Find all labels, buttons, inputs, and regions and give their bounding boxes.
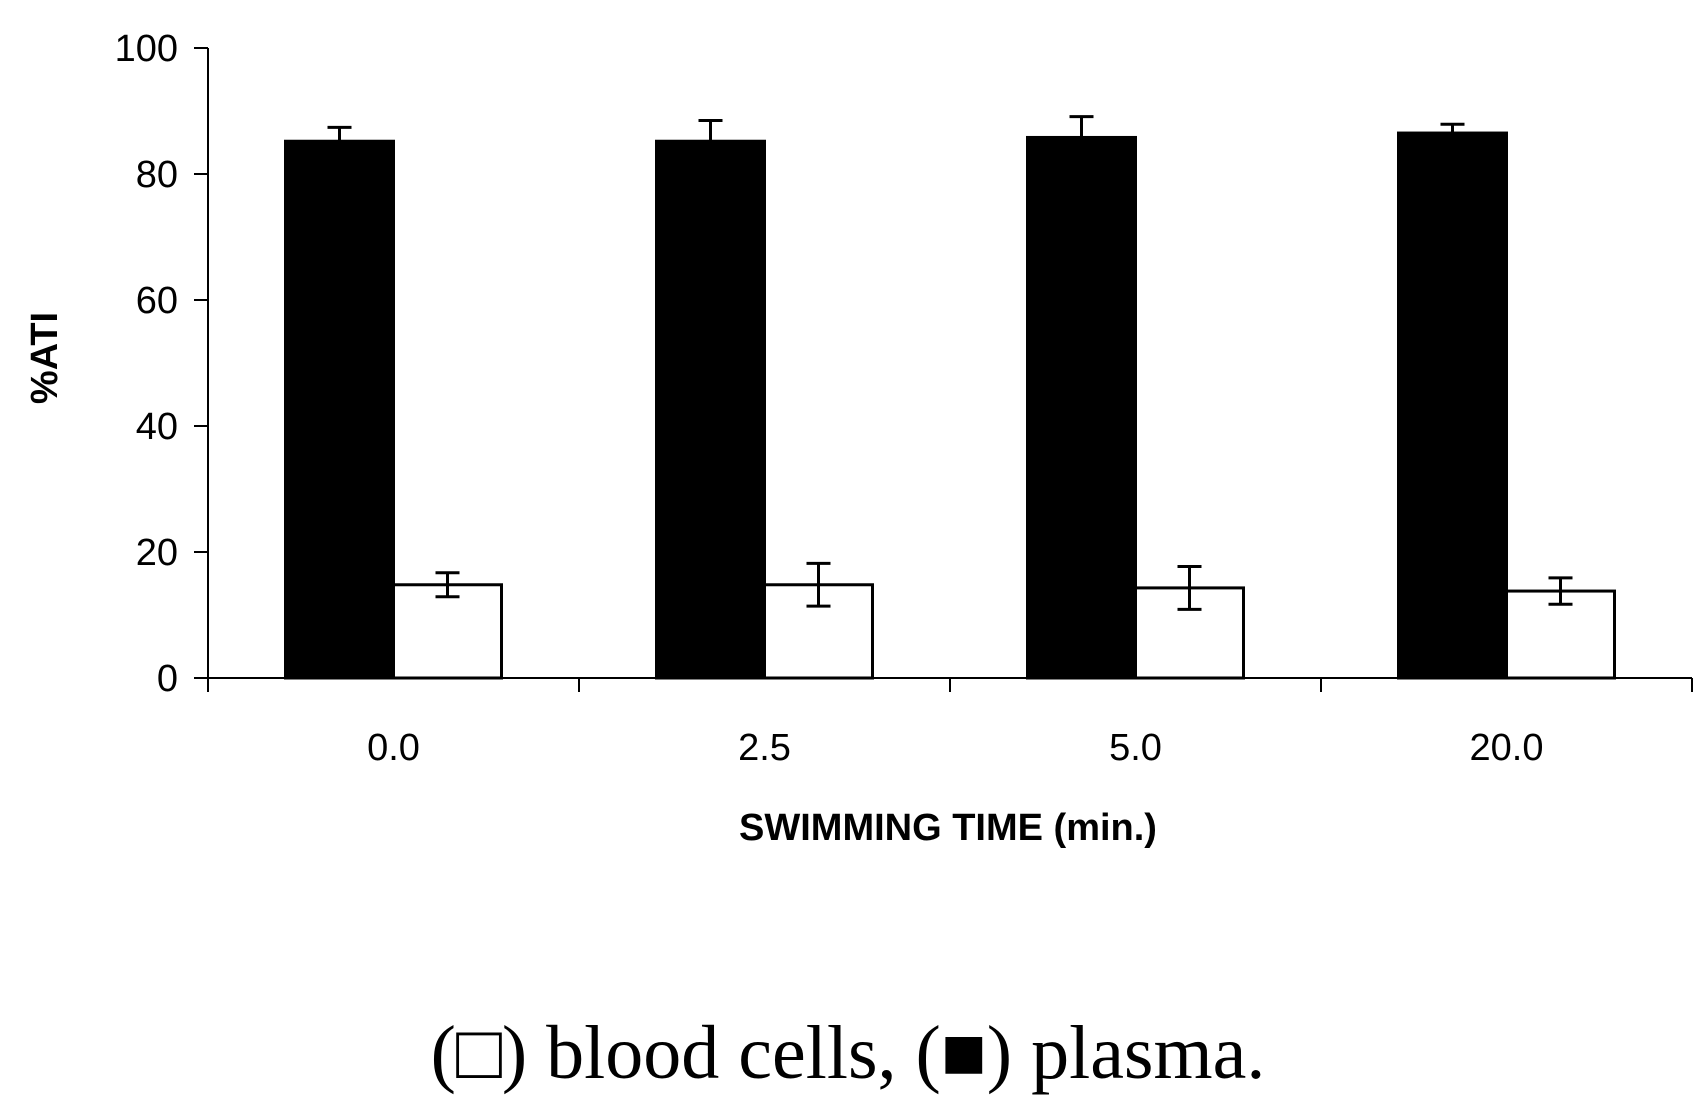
blood-cells-legend-symbol: □ [455, 1011, 502, 1095]
error-bars [327, 115, 1573, 611]
blood-cells-legend-text: ) blood cells, ( [501, 1011, 941, 1095]
y-tick-label: 100 [115, 28, 178, 70]
x-tick-label: 2.5 [738, 727, 791, 769]
bar-plasma [284, 139, 395, 680]
x-tick-label: 5.0 [1109, 727, 1162, 769]
axes [207, 48, 1693, 692]
y-axis-ticks: 0 20 40 60 80 100 [115, 28, 208, 700]
y-tick-label: 0 [157, 658, 178, 700]
x-axis-title: SWIMMING TIME (min.) [739, 807, 1157, 849]
x-tick-label: 20.0 [1470, 727, 1544, 769]
y-tick-label: 80 [136, 154, 178, 196]
bar-plasma [1397, 131, 1508, 680]
bar-plasma [655, 139, 766, 680]
figure-caption: (□) blood cells, (■) plasma. [0, 1010, 1696, 1097]
bar-blood-cells [392, 583, 503, 680]
caption-open-paren: ( [430, 1011, 456, 1095]
bar-plasma [1026, 135, 1137, 680]
y-tick-label: 40 [136, 406, 178, 448]
x-tick-label: 0.0 [367, 727, 420, 769]
bar-chart: 0 20 40 60 80 100 0.0 2.5 5.0 20.0 SWIMMING TIME… [24, 28, 1693, 849]
bars [284, 131, 1616, 680]
plasma-legend-text: ) plasma. [986, 1011, 1266, 1095]
y-tick-label: 60 [136, 280, 178, 322]
y-tick-label: 20 [136, 532, 178, 574]
x-axis-labels: 0.0 2.5 5.0 20.0 [367, 727, 1543, 769]
plasma-legend-symbol: ■ [940, 1011, 987, 1095]
y-axis-title: %ATI [24, 312, 66, 404]
